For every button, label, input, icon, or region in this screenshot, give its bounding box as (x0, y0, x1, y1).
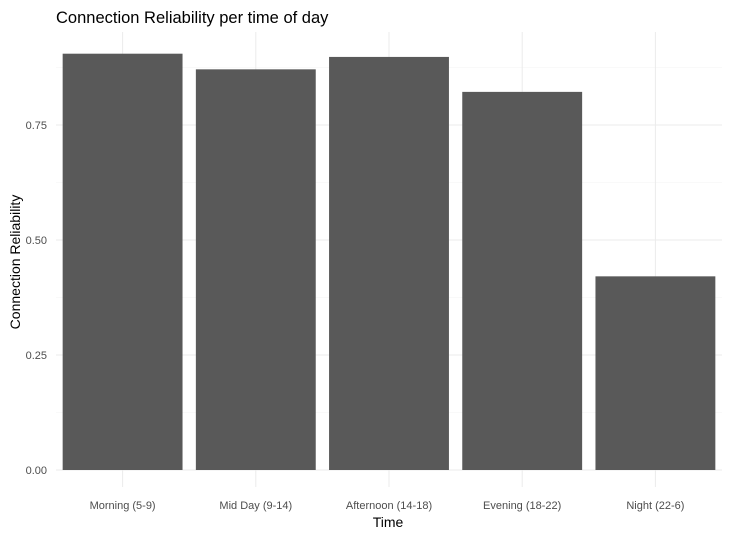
x-tick-label: Evening (18-22) (483, 500, 561, 512)
y-axis-ticks: 0.00 0.25 0.50 0.75 (26, 120, 47, 477)
y-tick-label: 0.75 (26, 120, 47, 132)
y-tick-label: 0.00 (26, 465, 47, 477)
y-tick-label: 0.25 (26, 350, 47, 362)
y-tick-label: 0.50 (26, 235, 47, 247)
bars (62, 53, 716, 471)
bar (195, 69, 316, 470)
x-tick-label: Night (22-6) (626, 500, 684, 512)
x-tick-label: Afternoon (14-18) (346, 500, 432, 512)
bar (595, 276, 716, 470)
x-tick-label: Morning (5-9) (90, 500, 156, 512)
x-axis-ticks: Morning (5-9) Mid Day (9-14) Afternoon (14… (90, 500, 685, 512)
y-axis-title: Connection Reliability (7, 195, 23, 330)
x-axis-title: Time (373, 514, 404, 530)
chart-title: Connection Reliability per time of day (56, 9, 329, 27)
bar (329, 56, 449, 471)
bar (62, 53, 183, 470)
x-tick-label: Mid Day (9-14) (219, 500, 292, 512)
bar (462, 91, 583, 470)
